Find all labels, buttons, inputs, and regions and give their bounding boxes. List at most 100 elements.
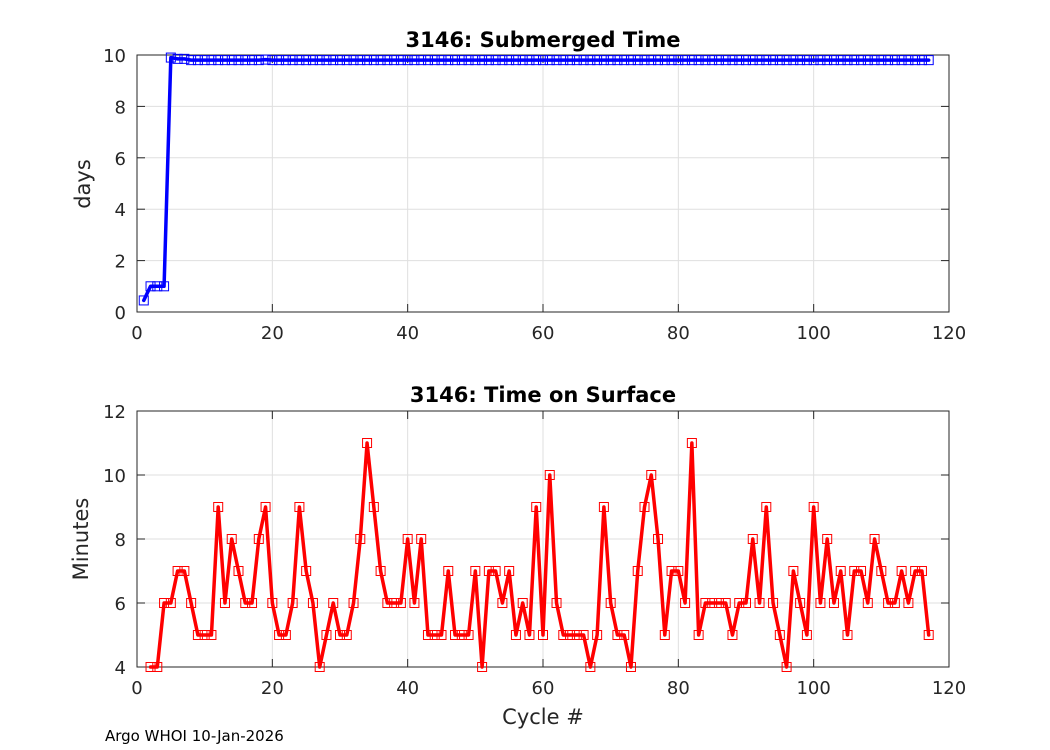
surface-data-point [443, 566, 454, 576]
surface-data-point [267, 598, 278, 608]
surface-data-point [788, 566, 799, 576]
surface-data-point [341, 630, 352, 640]
surface-data-point [321, 630, 332, 640]
submerged-data-point [335, 55, 345, 66]
surface-data-point [375, 566, 386, 576]
surface-data-point [483, 566, 494, 576]
submerged-data-point [869, 55, 880, 66]
surface-data-point [307, 598, 318, 608]
surface-data-point [916, 566, 927, 576]
surface-data-point [436, 630, 447, 640]
submerged-data-point [389, 55, 400, 66]
surface-data-point [842, 630, 853, 640]
submerged-x-tick-label: 120 [932, 323, 966, 344]
submerged-data-point [808, 55, 819, 66]
surface-data-point [429, 630, 440, 640]
submerged-data-point [260, 54, 271, 65]
surface-data-point [490, 566, 501, 576]
surface-data-point [294, 502, 305, 512]
submerged-data-point [598, 55, 609, 66]
surface-data-point [226, 534, 237, 544]
submerged-data-point [510, 55, 521, 66]
submerged-data-point [429, 55, 440, 66]
submerged-data-point [889, 55, 900, 66]
surface-data-point [517, 598, 528, 608]
surface-data-point [923, 630, 934, 640]
submerged-data-point [206, 55, 217, 66]
surface-data-point [727, 630, 738, 640]
surface-data-point [571, 630, 582, 640]
submerged-data-point [301, 55, 312, 66]
surface-data-point [734, 598, 745, 608]
surface-data-point [355, 534, 366, 544]
chart-title-surface: 3146: Time on Surface [410, 383, 676, 407]
time-on-surface-chart: 3146: Time on Surface Minutes Cycle # 0 2… [69, 383, 966, 729]
submerged-data-point [416, 55, 427, 66]
surface-y-tick-label: 10 [103, 466, 126, 487]
surface-data-point [619, 630, 630, 640]
submerged-data-point [883, 55, 894, 66]
surface-data-point [754, 598, 765, 608]
submerged-data-point [788, 55, 799, 66]
surface-x-tick-label: 120 [932, 678, 966, 699]
submerged-data-point [165, 52, 176, 63]
surface-data-point [422, 630, 433, 640]
submerged-data-point [592, 55, 603, 66]
surface-data-point [686, 438, 697, 448]
surface-y-tick-label: 8 [115, 530, 126, 551]
submerged-data-point [233, 55, 244, 66]
submerged-data-point [538, 55, 548, 66]
surface-data-point [883, 598, 894, 608]
surface-data-point [551, 598, 562, 608]
submerged-data-point [463, 55, 474, 66]
surface-data-point [287, 598, 298, 608]
surface-axes-box [136, 410, 950, 668]
surface-data-point [659, 630, 670, 640]
submerged-data-point [659, 55, 670, 66]
surface-data-point [219, 598, 230, 608]
submerged-data-point [240, 55, 251, 66]
submerged-data-point [362, 55, 373, 66]
submerged-data-point [653, 55, 664, 66]
submerged-data-point [436, 55, 447, 66]
surface-data-point [862, 598, 873, 608]
surface-data-point [538, 630, 548, 640]
surface-data-point [801, 630, 812, 640]
y-axis-label-minutes: Minutes [69, 498, 93, 581]
surface-data-point [172, 566, 183, 576]
submerged-data-point [741, 55, 751, 66]
submerged-data-point [916, 55, 927, 66]
surface-data-point [713, 598, 724, 608]
submerged-data-point [646, 55, 657, 66]
surface-data-point [253, 534, 264, 544]
surface-data-point [774, 630, 785, 640]
surface-data-point [328, 598, 339, 608]
submerged-data-point [348, 55, 359, 66]
surface-data-point [910, 566, 921, 576]
surface-data-point [653, 534, 664, 544]
submerged-data-point [307, 55, 318, 66]
surface-data-point [876, 566, 887, 576]
submerged-data-point [828, 55, 839, 66]
surface-y-tick-label: 12 [103, 402, 126, 423]
surface-data-point [348, 598, 359, 608]
submerged-data-point [355, 55, 366, 66]
surface-series-line [148, 441, 931, 669]
surface-data-point [260, 502, 271, 512]
submerged-data-point [666, 55, 677, 66]
submerged-data-point [801, 55, 812, 66]
surface-data-point [463, 630, 474, 640]
surface-data-point [477, 662, 488, 672]
surface-data-point [646, 470, 657, 480]
surface-data-point [416, 534, 427, 544]
surface-data-point [335, 630, 345, 640]
submerged-data-point [409, 55, 420, 66]
submerged-data-point [450, 55, 461, 66]
submerged-y-tick-label: 2 [115, 252, 126, 273]
submerged-data-point [544, 55, 555, 66]
surface-x-tick-label: 100 [796, 678, 830, 699]
surface-data-point [707, 598, 718, 608]
submerged-data-point [172, 53, 183, 64]
submerged-data-point [856, 55, 867, 66]
submerged-data-point [213, 55, 224, 66]
